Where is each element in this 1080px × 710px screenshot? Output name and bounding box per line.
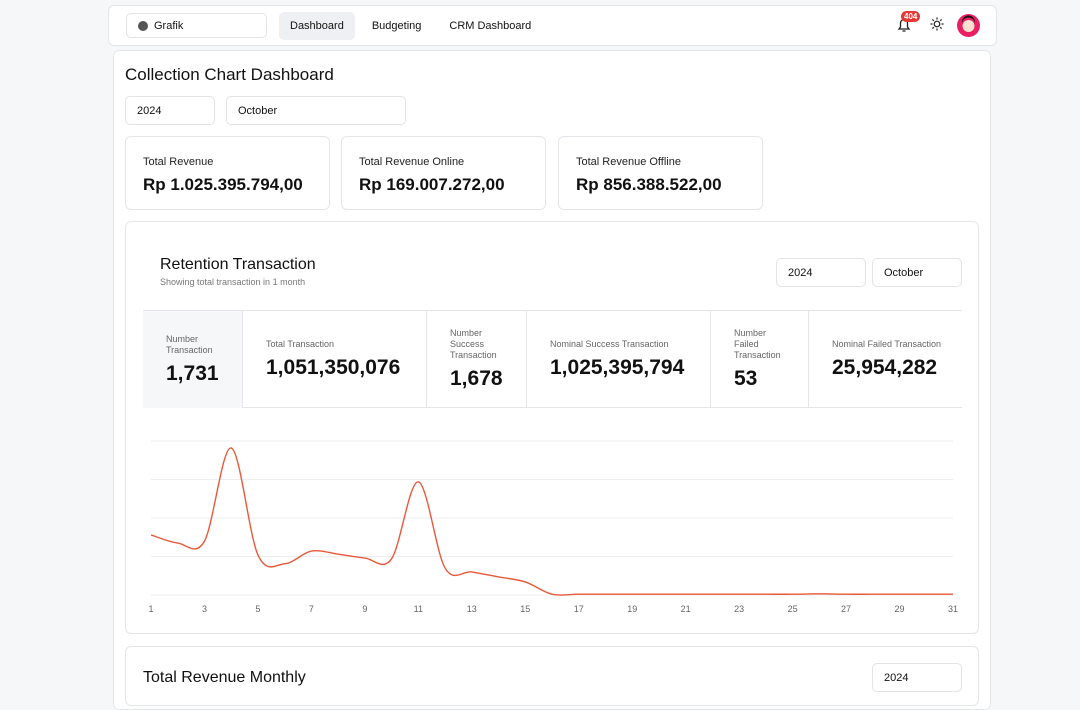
x-tick-label: 9 xyxy=(362,604,367,614)
x-tick-label: 17 xyxy=(574,604,584,614)
stat-label: Number Transaction xyxy=(166,333,213,355)
x-tick-label: 15 xyxy=(520,604,530,614)
stat-cell: Number Transaction 1,731 xyxy=(143,311,243,408)
x-tick-label: 11 xyxy=(414,604,423,614)
stat-cell: Nominal Failed Transaction 25,954,282 xyxy=(809,311,962,408)
nav-link[interactable]: Budgeting xyxy=(371,20,422,32)
summary-label: Total Revenue xyxy=(143,156,214,168)
retention-subtitle: Showing total transaction in 1 month xyxy=(160,277,306,287)
summary-label: Total Revenue Online xyxy=(359,156,465,168)
summary-label: Total Revenue Offline xyxy=(576,156,681,168)
stat-cell: Nominal Success Transaction 1,025,395,794 xyxy=(527,311,711,408)
page: Grafik Dashboard Budgeting CRM Dashboard… xyxy=(108,5,997,710)
month-select[interactable]: October xyxy=(226,96,406,125)
stat-cell: Total Transaction 1,051,350,076 xyxy=(243,311,427,408)
page-title: Collection Chart Dashboard xyxy=(125,65,334,84)
stat-value: 25,954,282 xyxy=(832,356,938,379)
stat-label: Number Failed Transaction xyxy=(734,328,781,360)
stat-value: 1,051,350,076 xyxy=(266,356,401,379)
summary-value: Rp 169.007.272,00 xyxy=(359,175,505,194)
stat-cell: Number Failed Transaction 53 xyxy=(711,311,809,408)
brand-search[interactable]: Grafik xyxy=(126,13,267,38)
x-tick-label: 21 xyxy=(681,604,691,614)
x-tick-label: 25 xyxy=(788,604,798,614)
stat-value: 1,025,395,794 xyxy=(550,356,685,379)
stat-value: 53 xyxy=(734,367,758,390)
x-tick-label: 19 xyxy=(627,604,637,614)
brand: Grafik xyxy=(154,19,184,32)
stat-label: Nominal Success Transaction xyxy=(550,339,669,349)
year-select[interactable]: 2024 xyxy=(125,96,215,125)
stat-value: 1,678 xyxy=(450,367,503,390)
x-tick-label: 27 xyxy=(841,604,851,614)
line-chart: 1 3 5 7 9 11 13 15 17 19 21 23 25 27 29 31 xyxy=(148,440,958,614)
stat-label: Total Transaction xyxy=(266,339,335,349)
x-tick-label: 3 xyxy=(202,604,207,614)
theme-toggle[interactable] xyxy=(930,17,944,31)
summary-value: Rp 1.025.395.794,00 xyxy=(143,175,303,194)
line xyxy=(150,447,953,596)
x-tick-label: 29 xyxy=(895,604,905,614)
x-tick-label: 5 xyxy=(255,604,260,614)
year-select[interactable]: 2024 xyxy=(872,663,962,692)
stat-label: Number Success Transaction xyxy=(450,328,497,360)
nav-link[interactable]: Dashboard xyxy=(279,12,355,40)
x-tick-label: 23 xyxy=(734,604,744,614)
avatar[interactable] xyxy=(957,14,980,37)
navbar: Grafik Dashboard Budgeting CRM Dashboard… xyxy=(108,5,997,46)
summary-card: Total Revenue Online Rp 169.007.272,00 xyxy=(341,136,546,210)
x-tick-label: 1 xyxy=(148,604,153,614)
monthly-title: Total Revenue Monthly xyxy=(143,669,306,686)
brand-icon xyxy=(138,20,148,31)
stat-label: Nominal Failed Transaction xyxy=(832,339,942,349)
summary-card: Total Revenue Rp 1.025.395.794,00 xyxy=(125,136,330,210)
summary-card: Total Revenue Offline Rp 856.388.522,00 xyxy=(558,136,763,210)
nav-link[interactable]: CRM Dashboard xyxy=(449,20,532,32)
stat-cell: Number Success Transaction 1,678 xyxy=(427,311,527,408)
year-select[interactable]: 2024 xyxy=(776,258,866,287)
nav-links: Dashboard Budgeting CRM Dashboard xyxy=(279,12,542,40)
notification-badge: 404 xyxy=(901,11,921,22)
x-tick-label: 31 xyxy=(948,604,958,614)
summary-value: Rp 856.388.522,00 xyxy=(576,175,722,194)
month-select[interactable]: October xyxy=(872,258,962,287)
x-tick-label: 7 xyxy=(309,604,314,614)
retention-title: Retention Transaction xyxy=(160,256,316,273)
stat-value: 1,731 xyxy=(166,361,219,385)
retention-card xyxy=(125,221,979,634)
stats-row: Number Transaction 1,731 Total Transactio… xyxy=(143,310,962,408)
x-tick-label: 13 xyxy=(467,604,477,614)
